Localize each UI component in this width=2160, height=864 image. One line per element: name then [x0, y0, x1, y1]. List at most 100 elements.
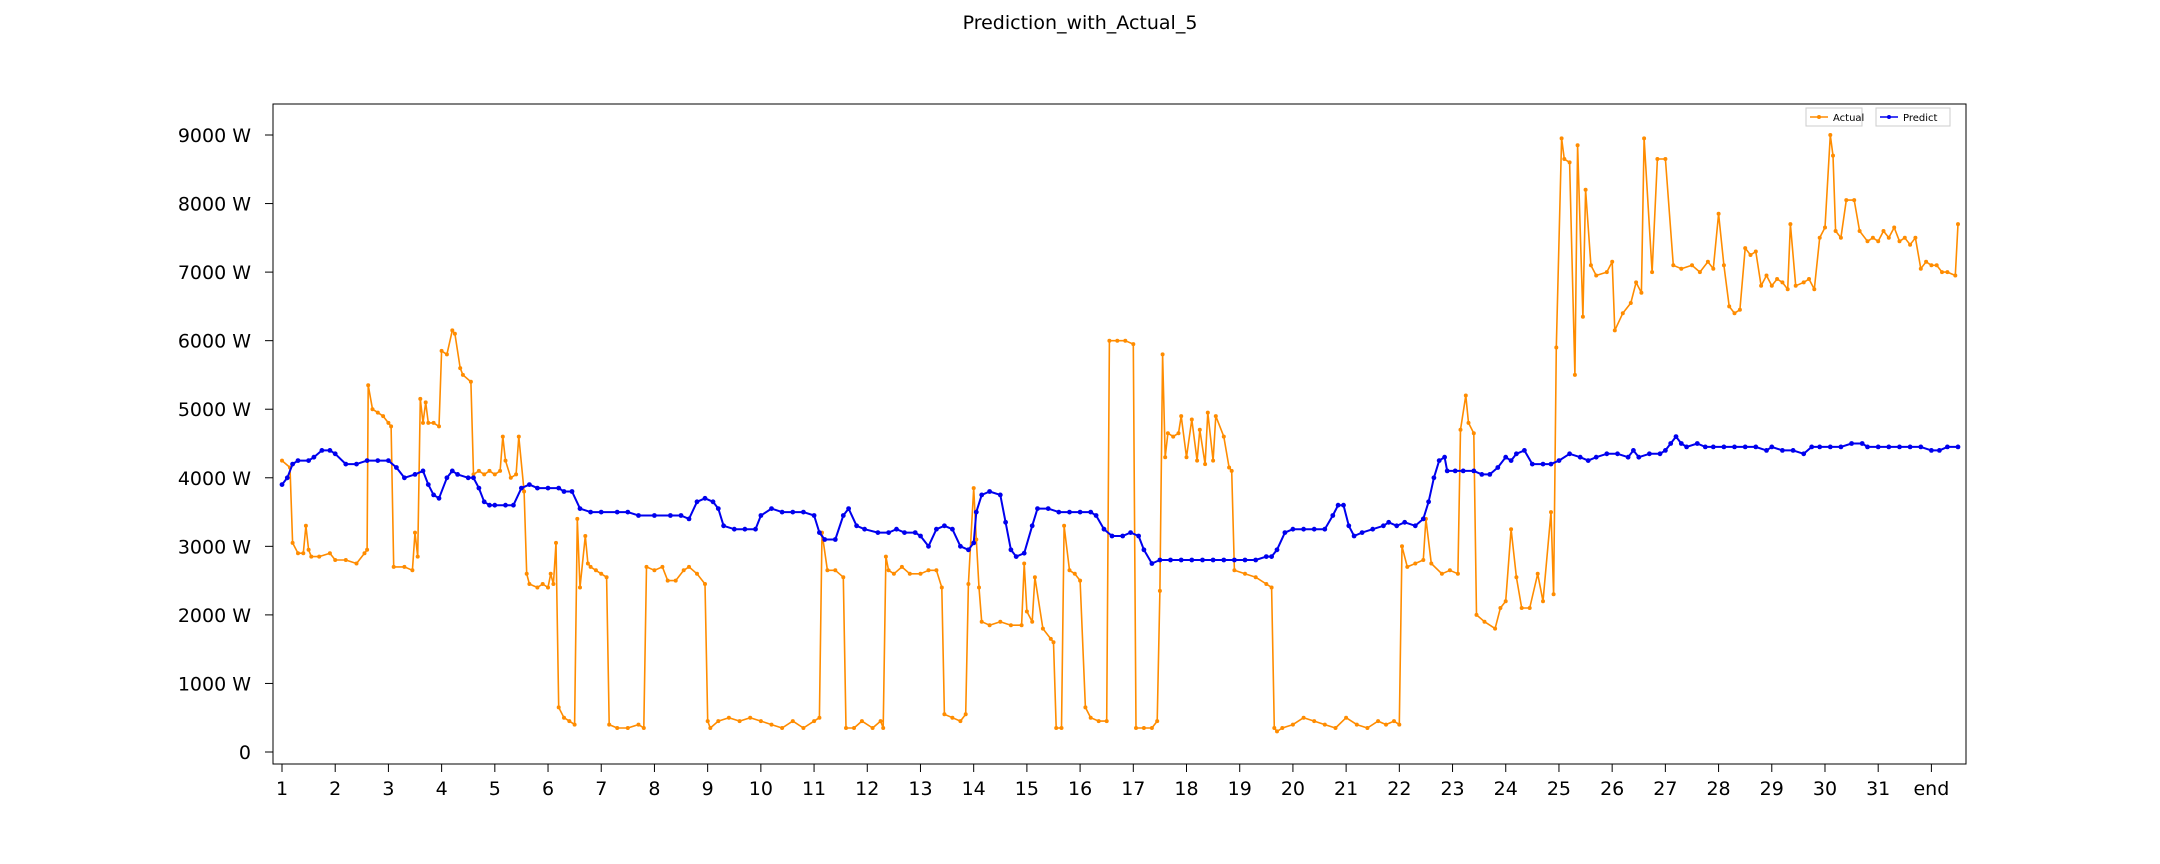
data-point — [1351, 533, 1357, 539]
data-point — [511, 502, 516, 508]
y-tick-label: 0 — [239, 742, 251, 764]
x-tick-label: 12 — [855, 778, 879, 800]
data-point — [1189, 417, 1194, 422]
data-point — [1577, 454, 1583, 460]
y-tick-label: 3000 W — [178, 536, 251, 558]
data-point — [1131, 342, 1136, 347]
x-tick-label: 16 — [1068, 778, 1092, 800]
data-point — [737, 719, 742, 724]
x-tick-label: end — [1913, 778, 1949, 800]
data-point — [652, 568, 657, 573]
data-point — [841, 575, 846, 580]
data-point — [870, 726, 875, 730]
data-point — [1509, 527, 1514, 532]
data-point — [1051, 640, 1056, 645]
data-point — [1029, 523, 1035, 529]
data-point — [1301, 715, 1306, 720]
data-point — [891, 571, 896, 576]
data-point — [452, 331, 457, 336]
data-point — [918, 533, 923, 539]
x-tick-label: 15 — [1015, 778, 1039, 800]
data-point — [1019, 623, 1024, 628]
data-point — [492, 502, 498, 508]
data-point — [1253, 557, 1259, 563]
data-point — [1242, 557, 1248, 563]
data-point — [1067, 568, 1072, 573]
data-point — [375, 410, 380, 415]
data-point — [1370, 526, 1376, 532]
data-point — [381, 414, 386, 419]
data-point — [535, 585, 540, 590]
data-point — [1650, 270, 1655, 275]
data-point — [1030, 619, 1035, 624]
data-point — [615, 726, 620, 730]
data-point — [1093, 513, 1099, 518]
data-point — [1253, 575, 1258, 580]
data-point — [678, 513, 684, 518]
data-point — [1458, 427, 1463, 432]
data-point — [1567, 451, 1572, 457]
y-tick-label: 7000 W — [178, 262, 251, 284]
data-point — [1493, 626, 1498, 631]
data-point — [476, 468, 481, 473]
data-point — [1243, 571, 1247, 576]
x-tick-label: 7 — [595, 778, 607, 800]
data-point — [1200, 557, 1205, 563]
data-point — [1678, 441, 1684, 446]
data-point — [641, 726, 646, 730]
data-point — [1115, 338, 1120, 343]
data-point — [660, 564, 665, 569]
data-point — [1045, 506, 1051, 511]
data-point — [1807, 277, 1811, 281]
data-point — [492, 472, 497, 477]
data-point — [1702, 444, 1708, 450]
data-point — [1024, 609, 1029, 614]
data-point — [1690, 263, 1694, 268]
data-point — [721, 523, 726, 529]
data-point — [290, 461, 295, 467]
data-point — [1312, 719, 1317, 724]
data-point — [715, 506, 721, 511]
x-tick-label: 9 — [702, 778, 714, 800]
data-point — [1405, 564, 1410, 569]
data-point — [1583, 187, 1588, 192]
data-point — [1179, 414, 1184, 419]
data-point — [1431, 475, 1437, 481]
data-point — [1827, 444, 1833, 450]
data-point — [625, 726, 630, 730]
data-point — [1793, 283, 1798, 288]
data-point — [343, 461, 349, 467]
data-point — [1263, 554, 1269, 559]
data-point — [1924, 259, 1929, 264]
data-point — [444, 352, 449, 357]
data-point — [561, 489, 567, 494]
y-tick-label: 9000 W — [178, 125, 251, 147]
data-point — [854, 523, 859, 529]
data-point — [1013, 554, 1019, 559]
data-point — [365, 547, 370, 552]
data-point — [370, 407, 375, 412]
data-point — [1460, 468, 1466, 474]
x-tick-label: 30 — [1813, 778, 1837, 800]
data-point — [665, 578, 670, 583]
data-point — [317, 554, 322, 559]
data-point — [1580, 314, 1585, 319]
data-point — [1211, 458, 1216, 463]
data-point — [1221, 434, 1226, 439]
data-point — [569, 489, 575, 494]
x-tick-label: 19 — [1228, 778, 1252, 800]
x-tick-label: 17 — [1121, 778, 1145, 800]
data-point — [482, 472, 487, 477]
data-point — [1881, 229, 1886, 233]
data-point — [1107, 338, 1112, 343]
data-point — [1514, 575, 1519, 580]
data-point — [386, 420, 391, 425]
series-line-actual — [281, 134, 1959, 733]
data-point — [942, 523, 947, 529]
data-point — [391, 564, 396, 569]
data-point — [1934, 263, 1939, 268]
data-point — [1721, 263, 1726, 268]
data-point — [1463, 393, 1468, 398]
data-point — [598, 509, 604, 515]
data-point — [1535, 571, 1540, 576]
